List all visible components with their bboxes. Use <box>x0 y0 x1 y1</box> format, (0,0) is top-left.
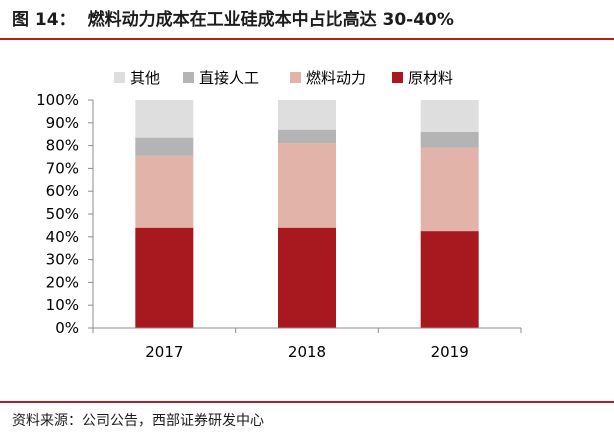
title-rule <box>0 38 614 40</box>
legend-swatch <box>392 72 403 83</box>
bar-segment-2019-series-1 <box>420 147 479 232</box>
legend-item-1: 直接人工 <box>183 69 259 87</box>
bar-segment-2018-series-0 <box>278 227 336 328</box>
source-note: 资料来源：公司公告，西部证券研发中心 <box>12 413 264 429</box>
x-tick-label-2018: 2018 <box>288 343 326 361</box>
y-tick-label-100%: 100% <box>36 91 79 109</box>
bar-segment-2017-series-2 <box>135 137 194 156</box>
y-tick-label-20%: 20% <box>46 273 79 291</box>
figure-title: 图 14： 燃料动力成本在工业硅成本中占比高达 30-40% <box>12 8 454 32</box>
x-tick-label-2017: 2017 <box>145 343 183 361</box>
bar-segment-2017-series-3 <box>135 100 194 138</box>
chart-axes: 2017 2018 2019 0% 10% 20% 30% 40% 50% 60% 70% 80% 90… <box>36 91 522 361</box>
legend-item-2: 燃料动力 <box>290 69 366 87</box>
y-tick-label-0%: 0% <box>55 319 79 337</box>
x-tick-label-2019: 2019 <box>431 343 469 361</box>
y-tick-label-40%: 40% <box>46 228 79 246</box>
y-tick-label-90%: 90% <box>46 114 79 132</box>
legend-item-3: 原材料 <box>392 69 453 87</box>
y-tick-label-70%: 70% <box>46 159 79 177</box>
legend-label: 直接人工 <box>199 69 259 87</box>
bar-series-group <box>135 100 479 328</box>
figure-number: 图 14： <box>12 10 76 30</box>
legend-swatch <box>114 72 125 83</box>
bar-segment-2018-series-3 <box>278 100 336 130</box>
figure-title-text: 燃料动力成本在工业硅成本中占比高达 30-40% <box>87 10 454 30</box>
y-tick-label-60%: 60% <box>46 182 79 200</box>
bar-segment-2018-series-1 <box>278 143 336 228</box>
y-tick-label-80%: 80% <box>46 137 79 155</box>
y-tick-label-10%: 10% <box>46 296 79 314</box>
bar-segment-2019-series-2 <box>420 131 479 148</box>
bar-segment-2017-series-1 <box>135 155 194 228</box>
chart-legend: 其他 直接人工 燃料动力 原材料 <box>114 69 453 87</box>
bar-segment-2017-series-0 <box>135 227 194 328</box>
legend-label: 燃料动力 <box>306 69 366 87</box>
y-tick-label-30%: 30% <box>46 251 79 269</box>
bar-segment-2018-series-2 <box>278 129 336 144</box>
legend-label: 原材料 <box>408 69 453 87</box>
bar-segment-2019-series-3 <box>420 100 479 132</box>
bar-segment-2019-series-0 <box>420 231 479 328</box>
legend-swatch <box>290 72 301 83</box>
legend-item-0: 其他 <box>114 69 160 87</box>
legend-swatch <box>183 72 194 83</box>
source-rule <box>0 401 614 403</box>
y-tick-label-50%: 50% <box>46 205 79 223</box>
legend-label: 其他 <box>130 69 160 87</box>
